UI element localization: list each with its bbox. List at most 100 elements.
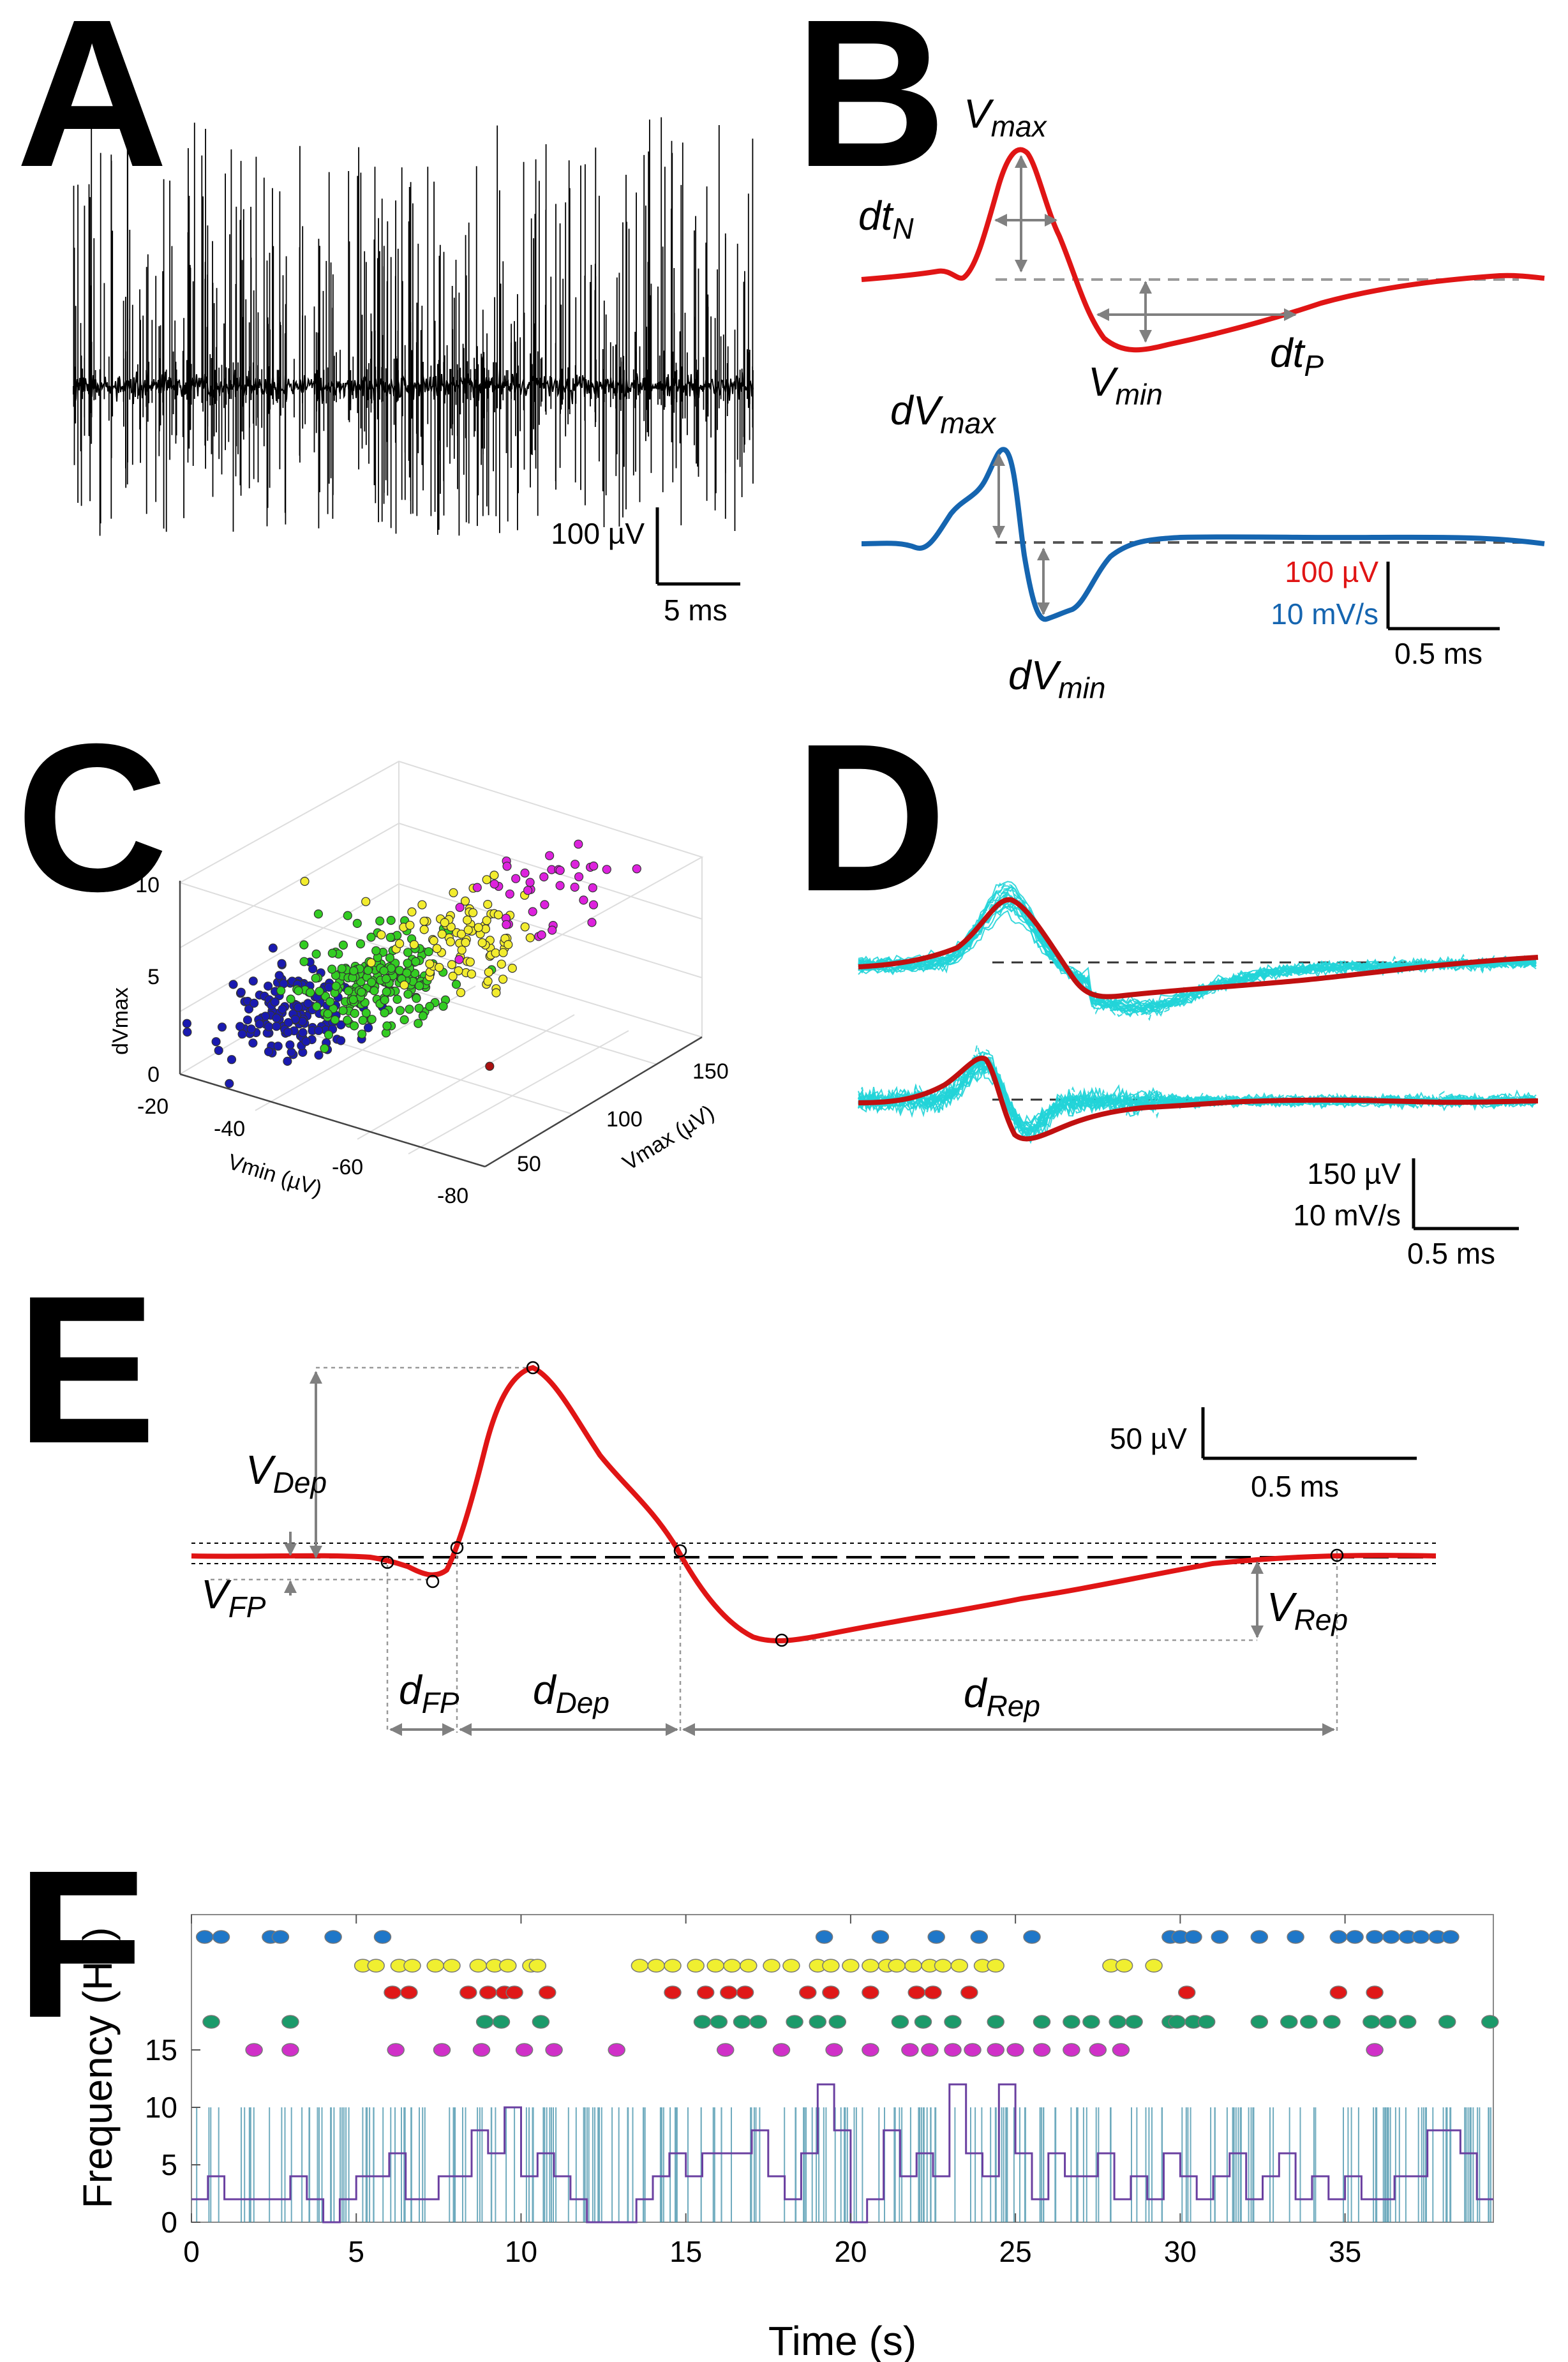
scatter-point-blue (227, 1055, 237, 1065)
derivative-trace (858, 1056, 1537, 1134)
unit-event-dot (1033, 2043, 1051, 2057)
scatter-point-green (375, 916, 385, 926)
unit-event-dot (687, 1959, 705, 1973)
scatter-point-dark-red (485, 1061, 495, 1071)
unit-event-dot (1177, 1985, 1196, 1999)
unit-event-dot (1287, 1930, 1304, 1944)
label-dvmin: dVmin (1008, 652, 1105, 705)
scatter-point-magenta (537, 930, 546, 940)
unit-event-dot (740, 1959, 758, 1973)
scatter-point-yellow (440, 918, 449, 927)
derivative-trace (858, 1044, 1537, 1142)
scatter-point-yellow (525, 933, 535, 943)
scatter-point-green (355, 939, 366, 949)
scatter-point-blue (228, 980, 238, 989)
scatter-point-green (403, 959, 412, 968)
scatter-point-green (311, 973, 320, 983)
unit-event-dot (1346, 1930, 1364, 1944)
scatter-point-blue (236, 987, 246, 997)
unit-event-dot (387, 2043, 405, 2057)
unit-event-dot (499, 1959, 517, 1973)
unit-event-dot (443, 1959, 461, 1973)
scatter-point-yellow (498, 975, 508, 984)
unit-event-dot (904, 1959, 922, 1973)
scatter-point-blue (264, 1047, 274, 1057)
unit-event-dot (828, 2015, 847, 2029)
unit-event-dot (772, 2043, 791, 2057)
derivative-waveform-blue (861, 447, 1545, 622)
scatter-point-blue (285, 1040, 295, 1050)
unit-event-dot (1082, 2015, 1100, 2029)
unit-event-dot (888, 1959, 906, 1973)
unit-event-dot (1115, 1959, 1133, 1973)
scatter-point-magenta (539, 872, 549, 882)
scatter-point-yellow (463, 925, 473, 935)
scatter-point-green (411, 957, 421, 966)
unit-event-dot (1063, 2043, 1080, 2057)
scatter-point-yellow (448, 971, 458, 981)
mean-waveform-red (861, 147, 1545, 353)
unit-event-dot (1063, 2015, 1080, 2029)
scatter-point-green (327, 948, 337, 958)
scatter-point-green (367, 978, 377, 987)
scatter-point-magenta (455, 902, 465, 912)
scatter-point-blue (273, 1042, 283, 1051)
unit-event-dot (723, 1959, 741, 1973)
scatter-point-blue (294, 1003, 303, 1012)
scatter-point-yellow (437, 929, 447, 939)
unit-event-dot (914, 2015, 932, 2029)
unit-event-dot (403, 1959, 421, 1973)
arrows-e (284, 1371, 1335, 1736)
scatter-point-yellow (463, 915, 472, 925)
label-vfp: VFP (201, 1571, 266, 1624)
scatter-point-green (299, 957, 309, 966)
scatter-point-green (363, 966, 373, 975)
unit-event-dot (608, 2043, 625, 2057)
scatter-point-magenta (540, 900, 549, 909)
scatter-point-green (313, 909, 323, 919)
scatter-point-blue (182, 1019, 191, 1028)
label-vrep: VRep (1267, 1584, 1348, 1636)
scatter-point-yellow (445, 937, 456, 946)
scatter-point-blue (314, 1050, 324, 1060)
scatter-point-yellow (417, 900, 427, 909)
scatter-point-magenta (544, 851, 555, 860)
scatter-point-magenta (570, 882, 579, 892)
unit-event-dot (987, 2043, 1004, 2057)
scatter-point-green (371, 946, 381, 955)
scatter-point-green (327, 964, 337, 974)
x-tick-label: 25 (999, 2235, 1032, 2268)
scatter-point-magenta (520, 868, 530, 878)
scatter-point-green (331, 982, 341, 991)
scatter-point-green (418, 1011, 428, 1021)
scatter-point-green (276, 986, 286, 996)
scatter-point-green (324, 1030, 334, 1040)
scale-bar-b: 100 µV 10 mV/s 0.5 ms (1271, 555, 1500, 670)
x-axis-label: Vmin (µV) (225, 1149, 325, 1201)
scatter-point-green (380, 1008, 389, 1018)
unit-event-dot (202, 2015, 220, 2029)
scatter-point-green (352, 918, 362, 929)
panel-label-a: A (16, 0, 168, 211)
scatter-point-blue (225, 1079, 234, 1089)
scatter-point-green (338, 1006, 348, 1015)
scatter-point-magenta (511, 874, 521, 883)
label-ddep: dDep (533, 1667, 609, 1719)
scatter-point-blue (268, 943, 278, 953)
x-axis-label-f: Time (s) (768, 2318, 916, 2362)
unit-event-dot (1382, 1930, 1400, 1944)
unit-event-dot (987, 2015, 1004, 2029)
scatter-point-green (385, 953, 395, 963)
scatter-point-blue (303, 999, 313, 1008)
scatter-point-yellow (454, 966, 463, 976)
scatter-point-yellow (497, 959, 506, 969)
unit-event-dot (1184, 1930, 1202, 1944)
unit-event-dot (1112, 2043, 1130, 2057)
unit-event-dot (515, 2043, 534, 2057)
scatter-point-yellow (489, 871, 499, 880)
scatter-point-magenta (579, 895, 588, 905)
derivative-trace (858, 1048, 1537, 1137)
panel-label-d: D (795, 699, 946, 935)
scatter-point-green (323, 1009, 332, 1019)
scatter-point-green (425, 1001, 435, 1012)
